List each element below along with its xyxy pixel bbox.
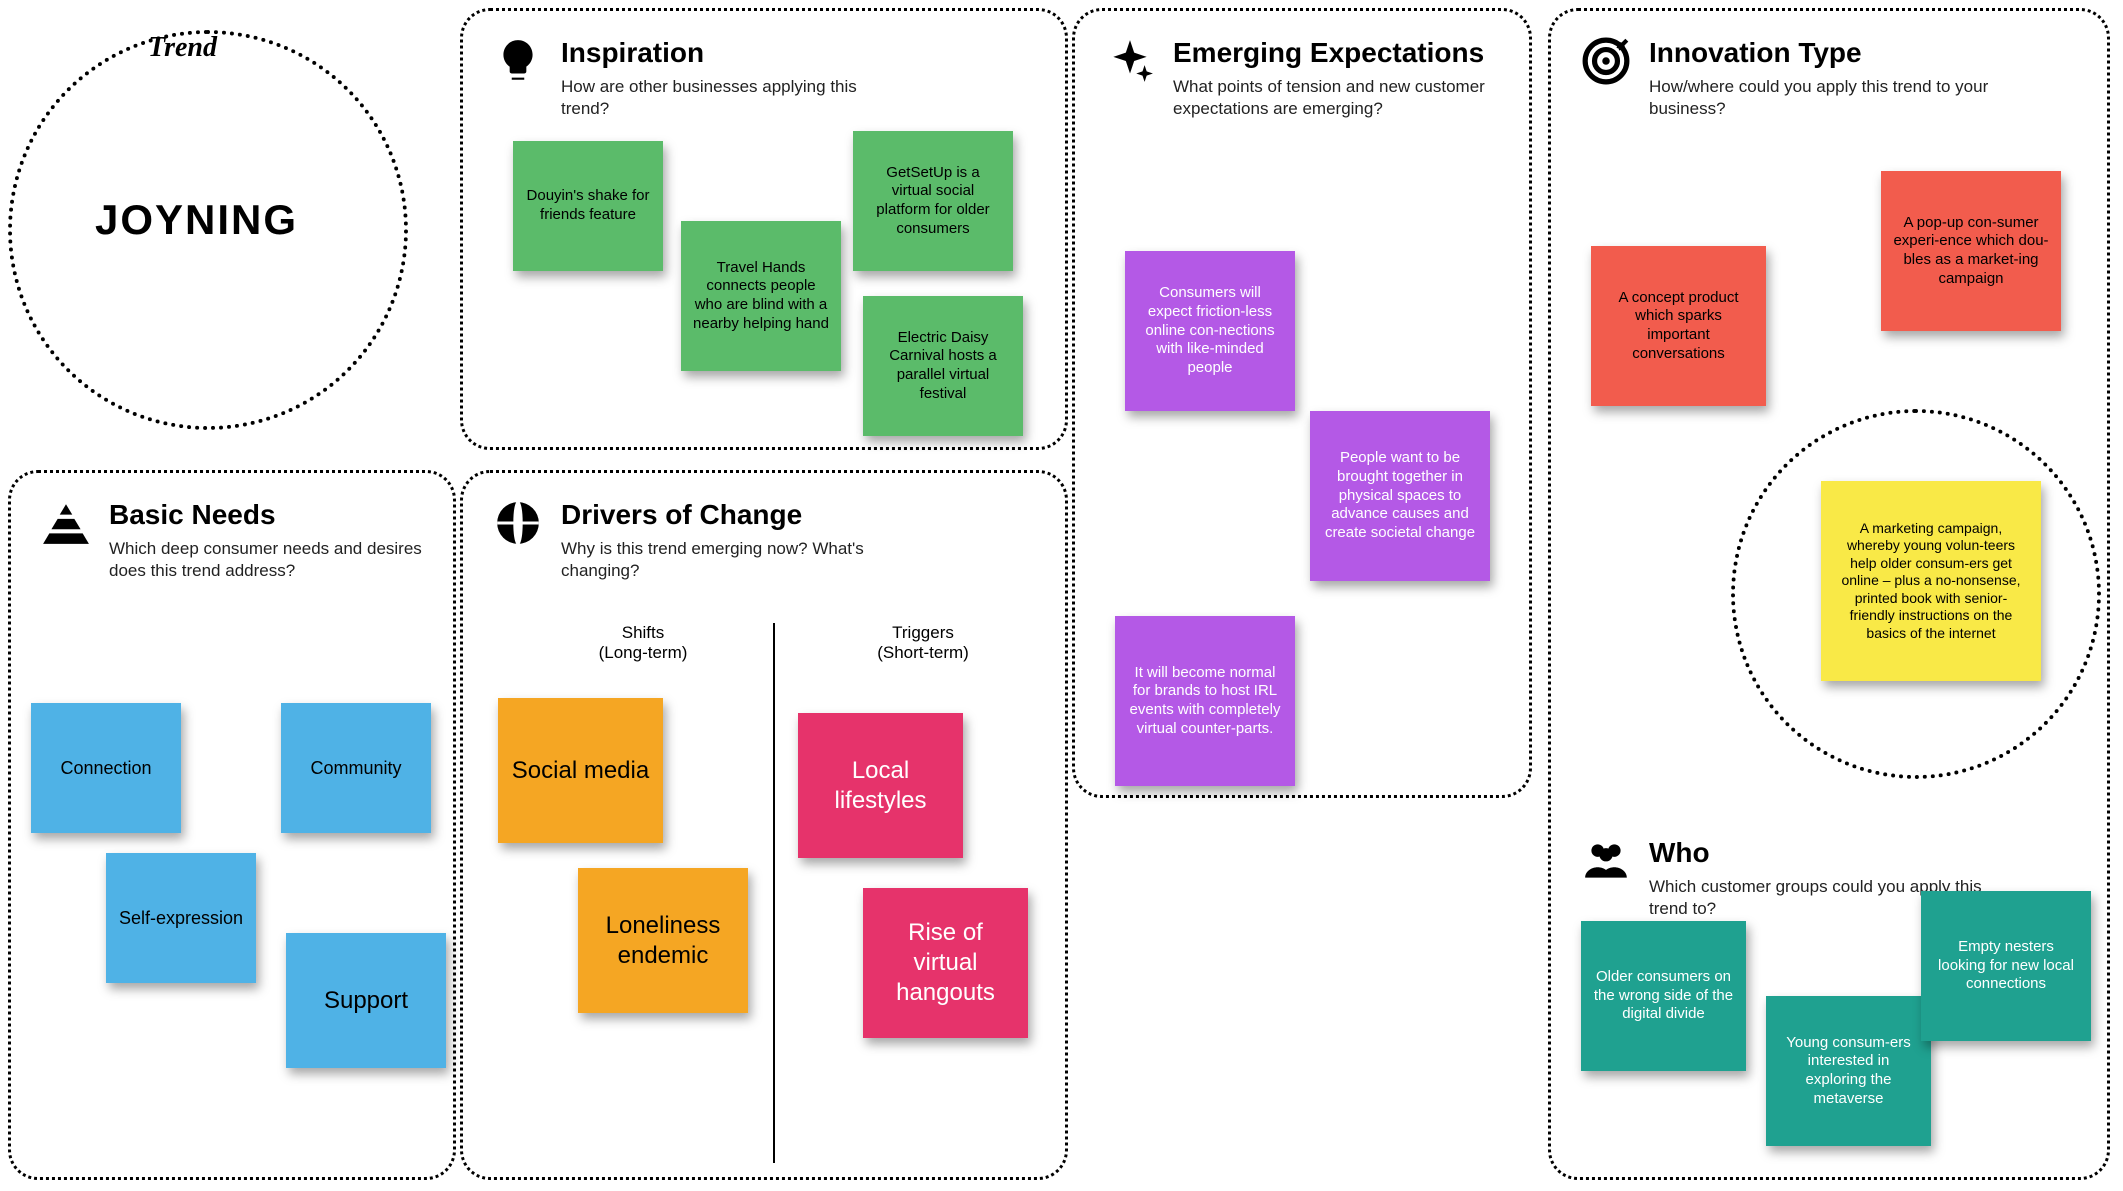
panel-drivers: Drivers of Change Why is this trend emer… xyxy=(460,470,1068,1180)
basic-needs-title: Basic Needs xyxy=(109,498,423,532)
sticky-note[interactable]: Self-expression xyxy=(106,853,256,983)
sticky-note[interactable]: Douyin's shake for friends feature xyxy=(513,141,663,271)
innovation-sub: How/where could you apply this trend to … xyxy=(1649,76,1989,120)
basic-needs-sub: Which deep consumer needs and desires do… xyxy=(109,538,423,582)
pyramid-icon xyxy=(41,498,91,548)
sticky-note[interactable]: Electric Daisy Carnival hosts a parallel… xyxy=(863,296,1023,436)
trend-name: JOYNING xyxy=(95,196,298,244)
panel-innovation-type: Innovation Type How/where could you appl… xyxy=(1548,8,2110,1180)
drivers-sub: Why is this trend emerging now? What's c… xyxy=(561,538,901,582)
sticky-note[interactable]: Community xyxy=(281,703,431,833)
sticky-note[interactable]: Empty nesters looking for new local conn… xyxy=(1921,891,2091,1041)
who-title: Who xyxy=(1649,836,1989,870)
people-icon xyxy=(1581,836,1631,886)
sticky-note[interactable]: Travel Hands connects people who are bli… xyxy=(681,221,841,371)
sticky-note[interactable]: A marketing campaign, whereby young volu… xyxy=(1821,481,2041,681)
trend-label: Trend xyxy=(148,32,217,64)
panel-basic-needs: Basic Needs Which deep consumer needs an… xyxy=(8,470,456,1180)
sticky-note[interactable]: GetSetUp is a virtual social platform fo… xyxy=(853,131,1013,271)
sticky-note[interactable]: Connection xyxy=(31,703,181,833)
panel-inspiration: Inspiration How are other businesses app… xyxy=(460,8,1068,450)
panel-emerging: Emerging Expectations What points of ten… xyxy=(1072,8,1532,798)
sticky-note[interactable]: Young consum-ers interested in exploring… xyxy=(1766,996,1931,1146)
sticky-note[interactable]: Social media xyxy=(498,698,663,843)
inspiration-sub: How are other businesses applying this t… xyxy=(561,76,901,120)
target-icon xyxy=(1581,36,1631,86)
sticky-note[interactable]: It will become normal for brands to host… xyxy=(1115,616,1295,786)
sticky-note[interactable]: Older consumers on the wrong side of the… xyxy=(1581,921,1746,1071)
drivers-title: Drivers of Change xyxy=(561,498,901,532)
sticky-note[interactable]: A pop-up con-sumer experi-ence which dou… xyxy=(1881,171,2061,331)
inspiration-title: Inspiration xyxy=(561,36,901,70)
shifts-label: Shifts (Long-term) xyxy=(583,623,703,664)
sticky-note[interactable]: People want to be brought together in ph… xyxy=(1310,411,1490,581)
sticky-note[interactable]: Local lifestyles xyxy=(798,713,963,858)
sticky-note[interactable]: Consumers will expect friction-less onli… xyxy=(1125,251,1295,411)
triggers-label: Triggers (Short-term) xyxy=(863,623,983,664)
emerging-title: Emerging Expectations xyxy=(1173,36,1499,70)
drivers-divider xyxy=(773,623,775,1163)
sticky-note[interactable]: Loneliness endemic xyxy=(578,868,748,1013)
sparkle-icon xyxy=(1105,36,1155,86)
sticky-note[interactable]: Support xyxy=(286,933,446,1068)
innovation-title: Innovation Type xyxy=(1649,36,1989,70)
emerging-sub: What points of tension and new customer … xyxy=(1173,76,1499,120)
globe-icon xyxy=(493,498,543,548)
sticky-note[interactable]: Rise of virtual hangouts xyxy=(863,888,1028,1038)
lightbulb-icon xyxy=(493,36,543,86)
